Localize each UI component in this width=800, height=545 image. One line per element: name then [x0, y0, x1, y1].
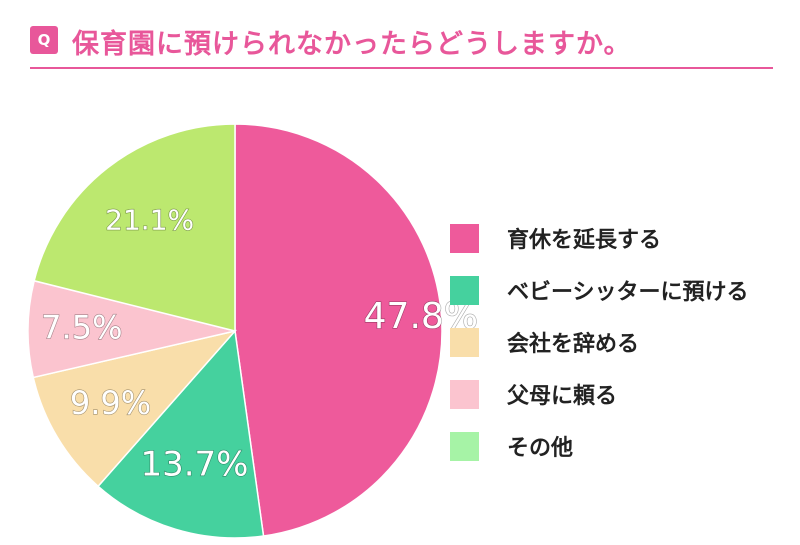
legend-swatch [450, 379, 479, 409]
legend-label: ベビーシッターに預ける [507, 280, 749, 305]
legend-label: 会社を辞める [507, 332, 640, 357]
legend-label: 父母に頼る [507, 384, 618, 409]
slice-other [33, 123, 236, 332]
slice-value-label: 9.9% [70, 384, 151, 422]
legend-label: その他 [507, 436, 574, 461]
legend-swatch [450, 275, 479, 305]
legend: 育休を延長する ベビーシッターに預ける 会社を辞める 父母に頼る その他 [450, 212, 749, 472]
page-title: 保育園に預けられなかったらどうしますか。 [72, 29, 632, 60]
legend-item-babysitter: ベビーシッターに預ける [450, 264, 749, 316]
legend-label: 育休を延長する [507, 228, 662, 253]
slice-extend-leave [234, 123, 443, 537]
slice-value-label: 13.7% [140, 444, 248, 484]
legend-swatch [450, 223, 479, 253]
legend-item-other: その他 [450, 420, 749, 472]
title-divider [30, 67, 773, 69]
legend-item-quit-job: 会社を辞める [450, 316, 749, 368]
slice-quit-job [32, 329, 238, 488]
legend-swatch [450, 431, 479, 461]
slice-value-label: 7.5% [41, 309, 122, 347]
legend-item-parents: 父母に頼る [450, 368, 749, 420]
legend-swatch [450, 327, 479, 357]
question-badge: Q [30, 26, 58, 54]
slice-parents [27, 279, 236, 379]
slice-babysitter [97, 329, 265, 539]
slice-value-label: 21.1% [105, 204, 194, 237]
legend-item-extend-leave: 育休を延長する [450, 212, 749, 264]
